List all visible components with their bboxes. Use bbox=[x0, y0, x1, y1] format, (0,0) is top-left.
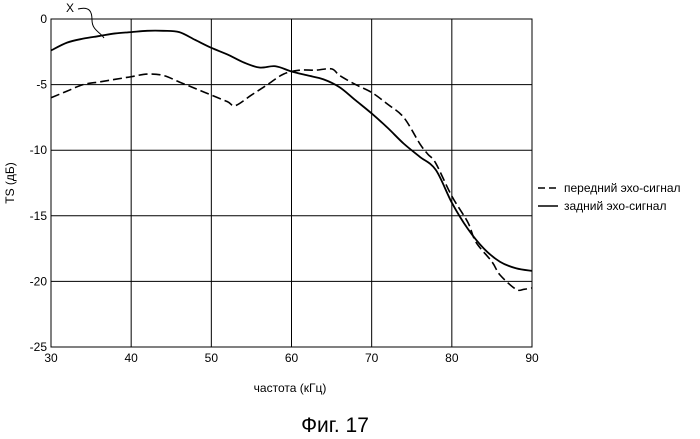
y-axis-ticks: 0 -5 -10 -15 -20 -25 bbox=[30, 12, 48, 354]
chart-grid bbox=[51, 19, 532, 347]
y-tick-label: -20 bbox=[30, 274, 48, 288]
y-tick-label: -15 bbox=[30, 209, 48, 223]
x-tick-label: 50 bbox=[205, 351, 219, 365]
annotation-x-leader bbox=[78, 8, 104, 38]
annotation-x-label: X bbox=[66, 1, 74, 15]
x-tick-label: 90 bbox=[525, 351, 539, 365]
x-tick-label: 80 bbox=[445, 351, 459, 365]
y-tick-label: -5 bbox=[36, 78, 47, 92]
figure-caption: Фиг. 17 bbox=[301, 414, 369, 437]
legend-label-front-echo: передний эхо-сигнал bbox=[564, 181, 681, 195]
y-tick-label: 0 bbox=[40, 12, 47, 26]
x-tick-label: 70 bbox=[365, 351, 379, 365]
y-tick-label: -25 bbox=[30, 340, 48, 354]
y-tick-label: -10 bbox=[30, 143, 48, 157]
x-axis-ticks: 30405060708090 bbox=[44, 351, 539, 365]
x-axis-label: частота (кГц) bbox=[254, 381, 327, 395]
legend-label-back-echo: задний эхо-сигнал bbox=[564, 199, 666, 213]
legend: передний эхо-сигнал задний эхо-сигнал bbox=[538, 181, 681, 213]
x-tick-label: 40 bbox=[124, 351, 138, 365]
x-tick-label: 60 bbox=[285, 351, 299, 365]
y-axis-label: TS (дБ) bbox=[3, 162, 17, 204]
